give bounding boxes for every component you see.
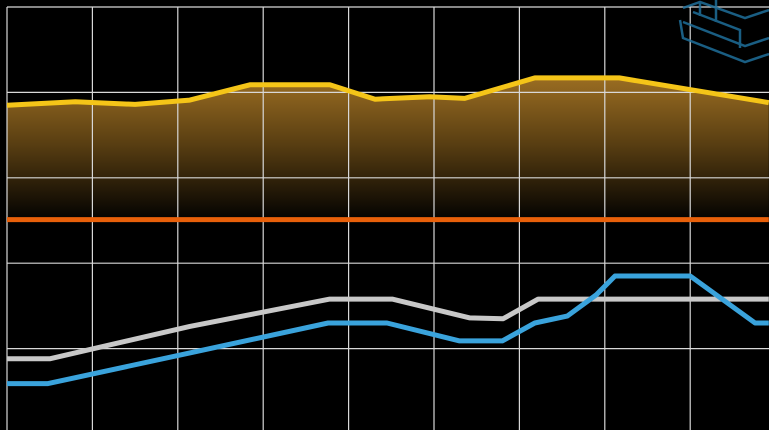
line: [7, 273, 769, 387]
line: [7, 296, 769, 362]
sofa-icon: [678, 0, 769, 64]
line-layer: [6, 75, 769, 387]
area: [7, 77, 769, 430]
area-layer: [7, 77, 769, 430]
line: [6, 75, 769, 108]
